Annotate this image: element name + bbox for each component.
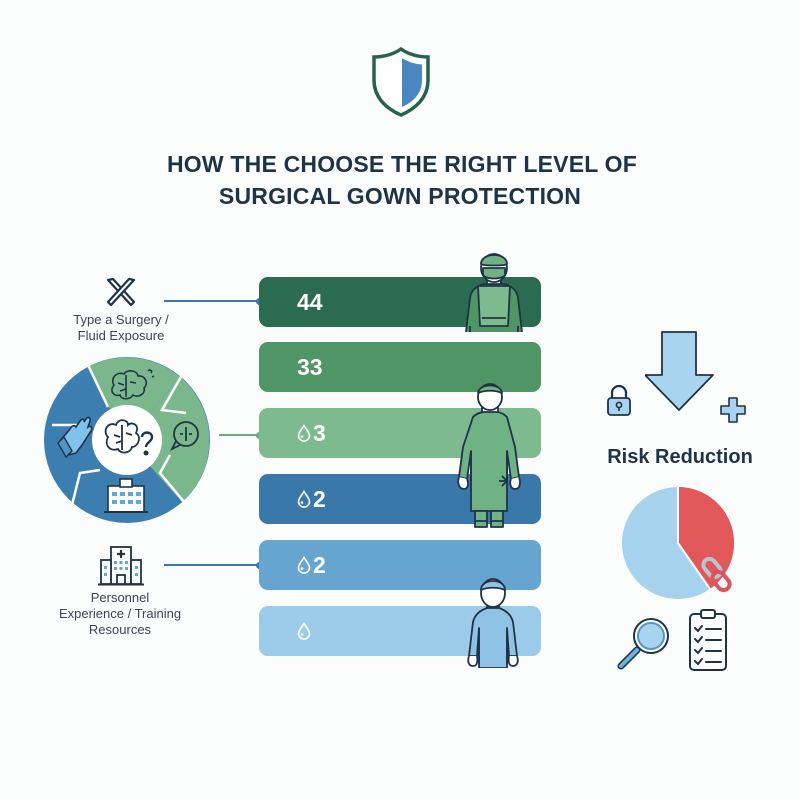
risk-reduction-title: Risk Reduction [607,446,753,468]
hospital-building-icon [104,478,148,513]
chat-arrows-icon [169,421,199,452]
level-value: 2 [313,551,326,578]
brain-icon [111,369,155,400]
shield-icon [372,46,430,117]
factor-label-line: Personnel [90,590,150,605]
level-value: 3 [313,419,326,446]
brain-question-icon [104,419,154,456]
glove-icon [57,416,93,459]
water-drop-icon [297,622,311,640]
factor-label-line: Fluid Exposure [77,328,165,343]
connector-line [164,561,263,569]
plus-icon [720,397,746,423]
factor-label-personnel: Personnel Experience / Training Resource… [20,590,220,638]
water-drop-icon [297,490,311,508]
level-value: 2 [313,485,326,512]
scalpel-icon [106,277,136,307]
level-value: 33 [297,353,323,380]
water-drop-icon [297,424,311,442]
factor-label-surgery-type: Type a Surgery / Fluid Exposure [46,312,196,344]
factor-label-line: Resources [88,622,152,637]
magnifier-icon [617,618,669,670]
surgeon-gown-figure [457,383,521,528]
cycle-wheel-diagram [44,357,210,523]
level-value: 44 [297,288,323,315]
level-bar-2: 33 [259,342,541,392]
connector-line [164,297,263,305]
title-line-2: SURGICAL GOWN PROTECTION [218,183,582,209]
hospital-icon [98,546,144,586]
lock-icon [607,384,631,416]
surgeon-masked-figure [465,253,523,333]
chain-link-icon [701,556,732,593]
clipboard-checklist-icon [689,609,727,671]
person-basic-figure [467,578,519,668]
down-arrow-icon [645,331,714,411]
factor-label-line: Type a Surgery / [73,312,169,327]
water-drop-icon [297,556,311,574]
factor-label-line: Experience / Training [58,606,182,621]
connector-line [219,431,263,439]
title-line-1: HOW THE CHOOSE THE RIGHT LEVEL OF [166,151,638,177]
page-title: HOW THE CHOOSE THE RIGHT LEVEL OF SURGIC… [0,148,800,212]
pie-chart-icon [622,486,735,599]
